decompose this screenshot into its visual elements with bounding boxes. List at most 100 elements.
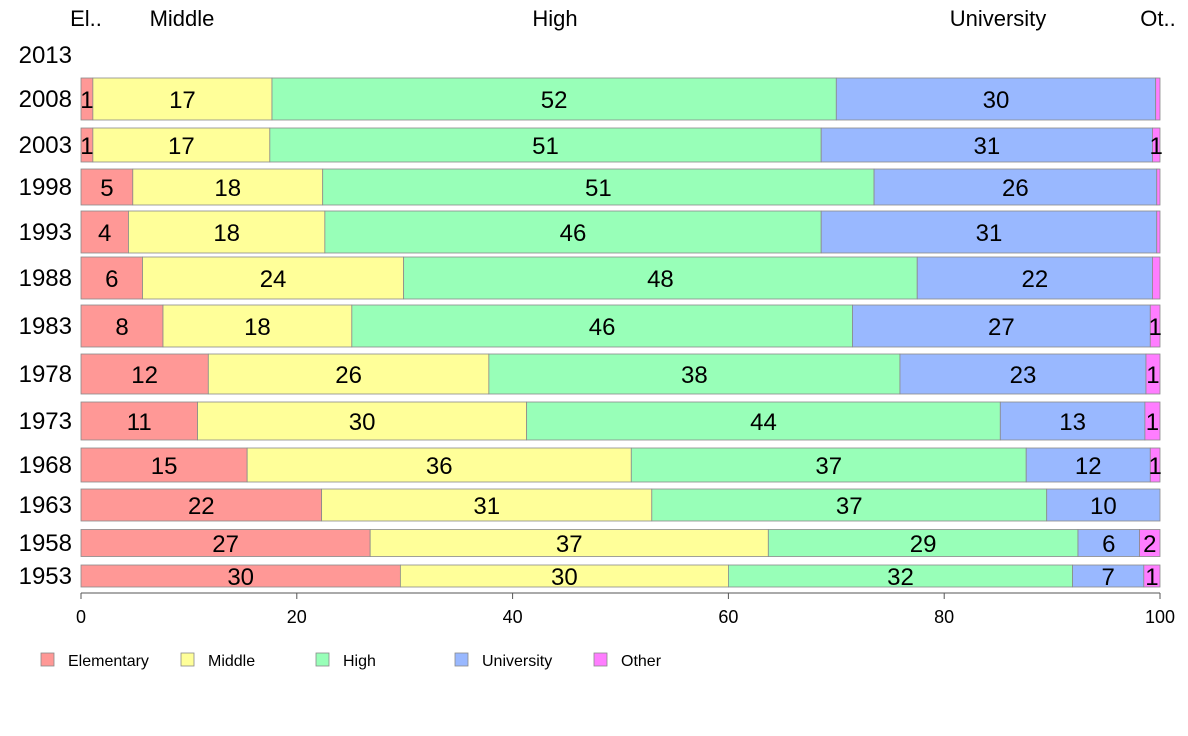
bar-1958-other bbox=[1139, 529, 1161, 557]
bar-1993-high bbox=[324, 210, 822, 254]
legend-swatch-other bbox=[593, 652, 608, 667]
bar-1953-other bbox=[1143, 564, 1161, 588]
legend-label-high: High bbox=[343, 653, 376, 670]
bar-1983-other bbox=[1149, 304, 1161, 348]
data-label-1998-university: 26 bbox=[1002, 175, 1029, 202]
legend-swatch-elementary bbox=[40, 652, 55, 667]
top-category-labels: El.. Middle High University Ot.. bbox=[70, 6, 1176, 31]
year-label-1958: 1958 bbox=[19, 530, 72, 557]
x-tick-label-60: 60 bbox=[718, 607, 738, 627]
data-label-1978-elementary: 12 bbox=[131, 362, 158, 389]
x-tick-label-80: 80 bbox=[934, 607, 954, 627]
bar-1978-elementary bbox=[80, 353, 209, 395]
data-label-1973-university: 13 bbox=[1059, 409, 1086, 436]
bar-1983-university bbox=[852, 304, 1151, 348]
bar-1983-middle bbox=[162, 304, 353, 348]
data-label-1978-high: 38 bbox=[681, 362, 708, 389]
year-label-1978: 1978 bbox=[19, 361, 72, 388]
data-label-1958-other: 2 bbox=[1143, 531, 1156, 558]
data-label-1993-university: 31 bbox=[976, 220, 1003, 247]
data-label-1973-elementary: 11 bbox=[127, 409, 152, 436]
data-label-1993-high: 46 bbox=[560, 220, 587, 247]
bar-1993-university bbox=[820, 210, 1158, 254]
bar-1998-university bbox=[873, 168, 1158, 206]
year-label-2008: 2008 bbox=[19, 86, 72, 113]
bar-2003-other bbox=[1152, 127, 1161, 163]
data-label-1973-other: 1 bbox=[1146, 409, 1159, 436]
bar-1988-other bbox=[1152, 256, 1161, 300]
bar-1963-university bbox=[1046, 488, 1161, 522]
data-label-1958-middle: 37 bbox=[556, 531, 583, 558]
data-label-1968-middle: 36 bbox=[426, 453, 453, 480]
bar-1998-elementary bbox=[80, 168, 134, 206]
data-label-1968-university: 12 bbox=[1075, 453, 1102, 480]
bar-2003-university bbox=[820, 127, 1153, 163]
top-label-middle: Middle bbox=[150, 6, 215, 31]
data-label-1988-high: 48 bbox=[647, 266, 674, 293]
bar-1998-high bbox=[322, 168, 875, 206]
data-label-2008-high: 52 bbox=[541, 87, 568, 114]
legend-label-university: University bbox=[482, 653, 552, 670]
bar-1958-university bbox=[1077, 529, 1140, 557]
year-label-1963: 1963 bbox=[19, 492, 72, 519]
bar-1973-university bbox=[999, 401, 1146, 441]
bar-1978-middle bbox=[207, 353, 490, 395]
year-label-1953: 1953 bbox=[19, 563, 72, 590]
bar-1973-high bbox=[526, 401, 1001, 441]
legend-swatch-university bbox=[454, 652, 469, 667]
data-label-1953-university: 7 bbox=[1102, 564, 1115, 591]
bar-1978-other bbox=[1145, 353, 1161, 395]
data-label-1988-university: 22 bbox=[1021, 266, 1048, 293]
y-axis-labels: 1953 1958 1963 1968 1973 1978 1983 1988 1993 1998… bbox=[19, 42, 72, 590]
year-label-1993: 1993 bbox=[19, 219, 72, 246]
data-label-2003-middle: 17 bbox=[168, 133, 195, 160]
legend: Elementary Middle High University Other bbox=[40, 652, 662, 670]
data-label-1958-university: 6 bbox=[1102, 531, 1115, 558]
data-label-2008-elementary: 1 bbox=[80, 87, 93, 114]
bar-1998-other bbox=[1156, 168, 1161, 206]
data-label-1973-high: 44 bbox=[750, 409, 777, 436]
legend-label-middle: Middle bbox=[208, 653, 255, 670]
data-label-1978-university: 23 bbox=[1010, 362, 1037, 389]
bar-1988-elementary bbox=[80, 256, 143, 300]
data-label-1953-other: 1 bbox=[1145, 564, 1158, 591]
top-label-high: High bbox=[532, 6, 577, 31]
data-label-2008-middle: 17 bbox=[169, 87, 196, 114]
data-label-1968-elementary: 15 bbox=[151, 453, 178, 480]
bar-1978-university bbox=[899, 353, 1147, 395]
bar-1998-middle bbox=[132, 168, 324, 206]
x-tick-label-100: 100 bbox=[1145, 607, 1175, 627]
data-label-2003-elementary: 1 bbox=[80, 133, 93, 160]
bar-1973-elementary bbox=[80, 401, 198, 441]
data-label-1978-other: 1 bbox=[1146, 362, 1159, 389]
data-label-2003-university: 31 bbox=[973, 133, 1000, 160]
data-label-2003-high: 51 bbox=[532, 133, 559, 160]
bar-1983-high bbox=[351, 304, 853, 348]
year-label-1973: 1973 bbox=[19, 408, 72, 435]
data-label-1993-middle: 18 bbox=[213, 220, 240, 247]
year-label-1983: 1983 bbox=[19, 313, 72, 340]
bar-1983-elementary bbox=[80, 304, 164, 348]
bar-1968-university bbox=[1025, 447, 1151, 483]
bar-1993-elementary bbox=[80, 210, 129, 254]
data-label-1978-middle: 26 bbox=[335, 362, 362, 389]
legend-swatch-middle bbox=[180, 652, 195, 667]
data-label-1988-elementary: 6 bbox=[105, 266, 118, 293]
x-tick-label-40: 40 bbox=[503, 607, 523, 627]
data-label-1998-middle: 18 bbox=[214, 175, 241, 202]
data-label-1963-university: 10 bbox=[1090, 493, 1117, 520]
data-label-1998-high: 51 bbox=[585, 175, 612, 202]
data-label-1983-high: 46 bbox=[589, 314, 616, 341]
bar-2003-high bbox=[269, 127, 822, 163]
year-label-1968: 1968 bbox=[19, 452, 72, 479]
bar-1973-other bbox=[1144, 401, 1161, 441]
bar-2008-other bbox=[1155, 77, 1161, 121]
x-tick-label-20: 20 bbox=[287, 607, 307, 627]
data-label-1963-elementary: 22 bbox=[188, 493, 215, 520]
year-label-2003: 2003 bbox=[19, 132, 72, 159]
bar-1958-high bbox=[767, 529, 1079, 557]
data-label-1983-middle: 18 bbox=[244, 314, 271, 341]
bar-1973-middle bbox=[197, 401, 528, 441]
